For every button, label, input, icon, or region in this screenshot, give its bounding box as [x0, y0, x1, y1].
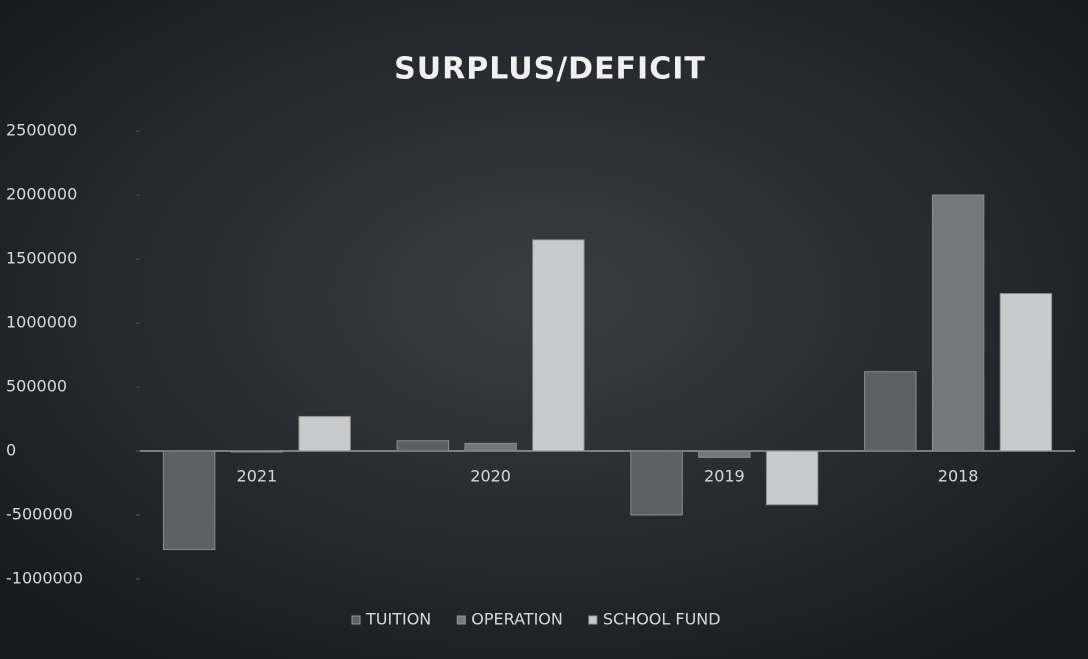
- bar: [999, 293, 1053, 452]
- bar: [532, 239, 585, 452]
- legend-label: OPERATION: [471, 610, 563, 629]
- bar: [931, 194, 985, 452]
- legend-swatch: [456, 615, 466, 625]
- y-tick-label: 1000000: [6, 313, 77, 332]
- y-tick-label: 2500000: [6, 121, 77, 140]
- bar: [464, 442, 517, 452]
- x-tick-label: 2021: [237, 467, 278, 486]
- y-tick-label: 2000000: [6, 185, 77, 204]
- legend-swatch: [351, 615, 361, 625]
- bar: [864, 371, 917, 452]
- chart-title: SURPLUS/DEFICIT: [394, 52, 706, 87]
- bar: [630, 450, 683, 516]
- bar: [162, 450, 216, 551]
- y-tick-label: 1500000: [6, 249, 77, 268]
- bar: [298, 415, 351, 452]
- x-tick-label: 2018: [938, 467, 979, 486]
- legend-swatch: [588, 615, 598, 625]
- y-tick-label: 0: [6, 441, 16, 460]
- y-tick-label: -500000: [6, 505, 73, 524]
- x-tick-label: 2019: [704, 467, 745, 486]
- x-tick-label: 2020: [470, 467, 511, 486]
- bar: [765, 450, 819, 506]
- y-tick-label: -1000000: [6, 569, 83, 588]
- y-tick-label: 500000: [6, 377, 67, 396]
- bar: [396, 440, 450, 452]
- legend-label: SCHOOL FUND: [603, 610, 721, 629]
- bar: [698, 450, 751, 458]
- bar: [230, 450, 284, 453]
- legend-label: TUITION: [365, 610, 431, 629]
